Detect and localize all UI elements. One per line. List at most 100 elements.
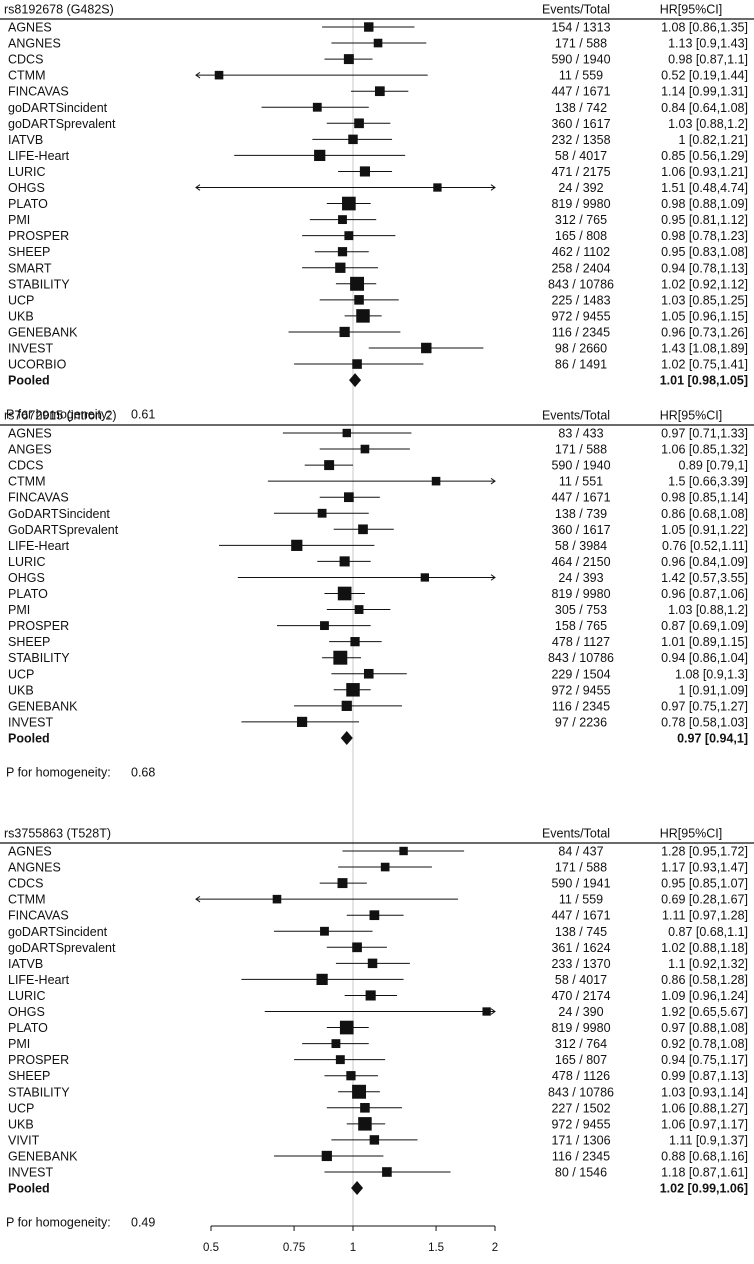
point-estimate-marker <box>339 556 350 567</box>
ci-arrow-right <box>490 574 496 581</box>
hr-ci-value: 1.02 [0.92,1.12] <box>661 277 748 291</box>
hr-ci-value: 0.85 [0.56,1.29] <box>661 149 748 163</box>
study-label: FINCAVAS <box>8 491 69 505</box>
study-label: ANGES <box>8 443 52 457</box>
point-estimate-marker <box>316 973 328 986</box>
events-value: 478 / 1126 <box>552 1069 610 1083</box>
hr-ci-value: 1.05 [0.91,1.22] <box>661 523 748 537</box>
study-label: OHGS <box>8 571 45 585</box>
hr-ci-value: 0.87 [0.69,1.09] <box>661 619 748 633</box>
homogeneity-label: P for homogeneity: <box>6 1216 111 1230</box>
events-value: 225 / 1483 <box>551 293 610 307</box>
study-label: LIFE-Heart <box>8 539 70 553</box>
pooled-label: Pooled <box>8 374 50 388</box>
events-value: 83 / 433 <box>558 427 603 441</box>
study-label: INVEST <box>8 1166 54 1180</box>
hr-ci-value: 1.28 [0.95,1.72] <box>661 845 748 859</box>
study-label: UCORBIO <box>8 358 67 372</box>
point-estimate-marker <box>380 862 390 872</box>
panel-title: rs8192678 (G482S) <box>4 3 114 17</box>
study-label: PMI <box>8 1037 30 1051</box>
events-value: 58 / 4017 <box>555 149 607 163</box>
hr-ci-value: 0.52 [0.19,1.44] <box>661 69 748 83</box>
hr-ci-value: 0.97 [0.75,1.27] <box>661 699 748 713</box>
point-estimate-marker <box>346 1071 356 1081</box>
homogeneity-p-value: 0.49 <box>131 1216 155 1230</box>
events-value: 447 / 1671 <box>551 909 610 923</box>
hr-ci-value: 0.76 [0.52,1.11] <box>662 539 748 553</box>
point-estimate-marker <box>348 134 358 145</box>
study-label: LURIC <box>8 165 46 179</box>
events-value: 116 / 2345 <box>552 325 610 339</box>
point-estimate-marker <box>337 247 348 257</box>
hr-ci-value: 1.06 [0.85,1.32] <box>661 443 748 457</box>
study-label: PMI <box>8 213 30 227</box>
panel-title: rs7672915 (intron 2) <box>4 409 117 423</box>
pooled-diamond <box>349 373 362 388</box>
hr-ci-value: 0.96 [0.73,1.26] <box>661 325 748 339</box>
hr-ci-value: 1.92 [0.65,5.67] <box>661 1005 748 1019</box>
study-label: SHEEP <box>8 1069 50 1083</box>
point-estimate-marker <box>382 1167 392 1177</box>
hr-ci-value: 0.92 [0.78,1.08] <box>661 1037 748 1051</box>
study-label: STABILITY <box>8 1085 70 1099</box>
ci-arrow-right <box>490 1008 496 1015</box>
events-value: 462 / 1102 <box>552 245 610 259</box>
hr-ci-value: 0.94 [0.75,1.17] <box>661 1053 748 1067</box>
point-estimate-marker <box>341 700 352 711</box>
events-value: 232 / 1358 <box>551 133 610 147</box>
hr-ci-value: 0.98 [0.78,1.23] <box>661 229 748 243</box>
point-estimate-marker <box>360 1103 370 1113</box>
ci-arrow-left <box>195 184 201 191</box>
events-value: 258 / 2404 <box>551 261 610 275</box>
point-estimate-marker <box>374 86 385 97</box>
hr-ci-value: 1.05 [0.96,1.15] <box>661 309 748 323</box>
study-label: PLATO <box>8 197 48 211</box>
point-estimate-marker <box>354 605 364 614</box>
pooled-hr-ci-value: 1.01 [0.98,1.05] <box>660 374 748 388</box>
hr-ci-value: 1.09 [0.96,1.24] <box>661 989 748 1003</box>
hr-ci-value: 0.94 [0.78,1.13] <box>661 261 748 275</box>
events-value: 590 / 1940 <box>551 53 610 67</box>
events-value: 11 / 551 <box>559 475 603 489</box>
point-estimate-marker <box>482 1007 491 1016</box>
point-estimate-marker <box>317 508 327 518</box>
hr-ci-value: 0.87 [0.68,1.1] <box>668 925 748 939</box>
hr-ci-value: 1.02 [0.88,1.18] <box>661 941 748 955</box>
point-estimate-marker <box>324 460 335 471</box>
events-column-header: Events/Total <box>542 409 610 423</box>
events-value: 138 / 745 <box>555 925 607 939</box>
study-label: LURIC <box>8 989 46 1003</box>
events-value: 86 / 1491 <box>555 358 607 372</box>
study-label: GoDARTSprevalent <box>8 523 119 537</box>
events-value: 819 / 9980 <box>551 587 610 601</box>
events-value: 138 / 742 <box>555 101 607 115</box>
study-label: PROSPER <box>8 619 69 633</box>
ci-arrow-right <box>490 477 496 485</box>
events-value: 171 / 588 <box>555 37 607 51</box>
events-value: 843 / 10786 <box>548 1085 614 1099</box>
point-estimate-marker <box>346 683 360 697</box>
events-value: 478 / 1127 <box>552 635 610 649</box>
hr-ci-value: 1.1 [0.92,1.32] <box>668 957 748 971</box>
point-estimate-marker <box>335 1055 345 1065</box>
homogeneity-label: P for homogeneity: <box>6 765 111 779</box>
x-axis-tick-label: 1 <box>350 1242 356 1254</box>
hr-ci-value: 1.03 [0.88,1.2] <box>668 117 748 131</box>
hr-ci-value: 1.03 [0.93,1.14] <box>661 1085 748 1099</box>
point-estimate-marker <box>333 650 348 665</box>
hr-ci-value: 1.5 [0.66,3.39] <box>668 475 748 489</box>
study-label: INVEST <box>8 342 54 356</box>
hr-column-header: HR[95%CI] <box>660 3 723 17</box>
hr-ci-value: 0.84 [0.64,1.08] <box>661 101 748 115</box>
events-value: 471 / 2175 <box>551 165 610 179</box>
hr-ci-value: 1.11 [0.97,1.28] <box>662 909 748 923</box>
study-label: VIVIT <box>8 1133 40 1147</box>
study-label: UKB <box>8 1117 34 1131</box>
events-value: 360 / 1617 <box>551 117 610 131</box>
point-estimate-marker <box>358 524 368 535</box>
x-axis-tick-label: 0.5 <box>203 1242 219 1254</box>
events-value: 171 / 588 <box>555 443 607 457</box>
hr-ci-value: 1.11 [0.9,1.37] <box>669 1133 748 1147</box>
hr-ci-value: 0.95 [0.83,1.08] <box>661 245 748 259</box>
